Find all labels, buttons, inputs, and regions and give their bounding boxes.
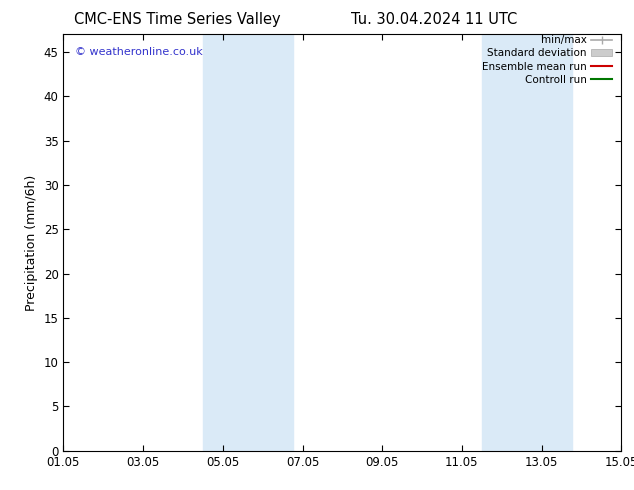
Y-axis label: Precipitation (mm/6h): Precipitation (mm/6h) [25,174,38,311]
Bar [482,34,571,451]
Text: Tu. 30.04.2024 11 UTC: Tu. 30.04.2024 11 UTC [351,12,517,27]
Bar [203,34,292,451]
Legend: min/max, Standard deviation, Ensemble mean run, Controll run: min/max, Standard deviation, Ensemble me… [478,31,616,89]
Text: CMC-ENS Time Series Valley: CMC-ENS Time Series Valley [74,12,281,27]
Text: © weatheronline.co.uk: © weatheronline.co.uk [75,47,202,57]
